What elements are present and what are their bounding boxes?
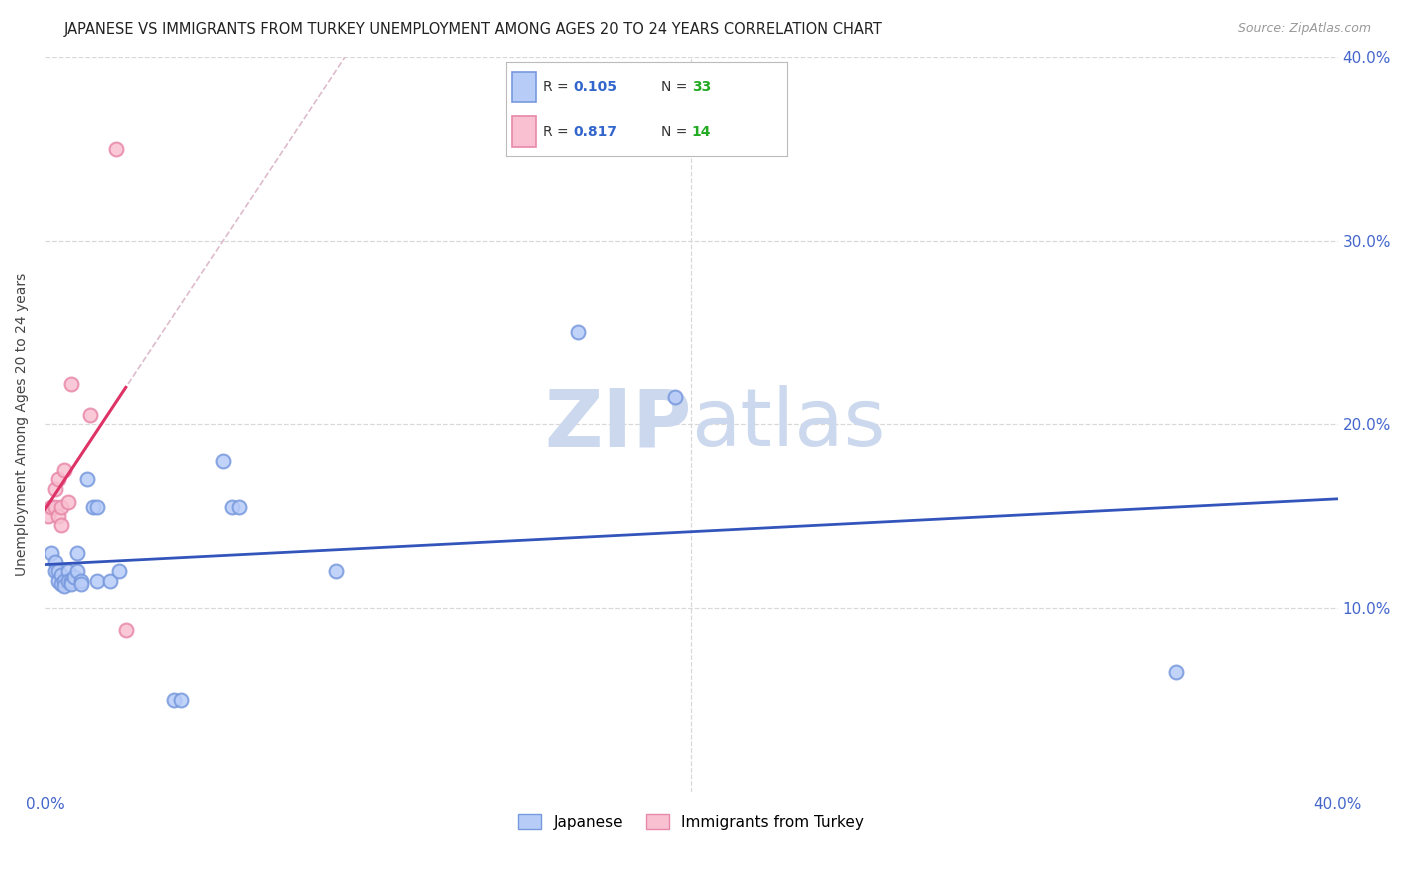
Point (44, 500, 66, 514)
Point (41, 546, 63, 560)
Point (114, 624, 136, 638)
Point (46, 509, 69, 524)
Point (325, 565, 347, 579)
Point (37, 509, 59, 524)
Point (228, 500, 250, 514)
Point (44, 482, 66, 496)
Point (105, 142, 128, 156)
Y-axis label: Unemployment Among Ages 20 to 24 years: Unemployment Among Ages 20 to 24 years (15, 273, 30, 576)
Point (82, 500, 104, 514)
Point (59, 577, 82, 591)
Point (664, 390, 686, 404)
Text: 0.817: 0.817 (574, 125, 617, 139)
Point (86, 500, 108, 514)
Point (53, 579, 76, 593)
Legend: Japanese, Immigrants from Turkey: Japanese, Immigrants from Turkey (512, 807, 870, 836)
Point (44, 555, 66, 569)
Point (66, 546, 89, 560)
Text: atlas: atlas (692, 385, 886, 463)
Point (46, 565, 69, 579)
Point (41, 500, 63, 514)
Point (53, 463, 76, 477)
Point (53, 574, 76, 588)
Point (44, 565, 66, 579)
Point (49, 500, 72, 514)
Point (63, 570, 86, 584)
Point (567, 326, 589, 340)
Text: R =: R = (543, 80, 572, 95)
Point (56, 494, 79, 508)
Point (170, 693, 193, 707)
Text: N =: N = (661, 125, 692, 139)
Point (49, 518, 72, 533)
Point (59, 376, 82, 391)
Text: R =: R = (543, 125, 572, 139)
Point (66, 565, 89, 579)
Text: 14: 14 (692, 125, 711, 139)
FancyBboxPatch shape (512, 72, 536, 103)
Point (59, 574, 82, 588)
Point (1164, 665, 1187, 680)
Point (49, 577, 72, 591)
Point (163, 693, 186, 707)
Text: 33: 33 (692, 80, 711, 95)
Point (76, 473, 98, 487)
Point (49, 568, 72, 582)
Point (69, 574, 91, 588)
Point (56, 565, 79, 579)
Point (46, 473, 69, 487)
Point (79, 408, 101, 422)
Point (211, 454, 233, 468)
Point (86, 574, 108, 588)
Text: ZIP: ZIP (544, 385, 692, 463)
Text: JAPANESE VS IMMIGRANTS FROM TURKEY UNEMPLOYMENT AMONG AGES 20 TO 24 YEARS CORREL: JAPANESE VS IMMIGRANTS FROM TURKEY UNEMP… (63, 22, 882, 37)
Point (69, 577, 91, 591)
Point (108, 565, 131, 579)
FancyBboxPatch shape (512, 116, 536, 147)
Point (46, 574, 69, 588)
Point (98, 574, 121, 588)
Text: Source: ZipAtlas.com: Source: ZipAtlas.com (1237, 22, 1371, 36)
Text: 0.105: 0.105 (574, 80, 617, 95)
Point (221, 500, 243, 514)
Point (56, 574, 79, 588)
Text: N =: N = (661, 80, 692, 95)
